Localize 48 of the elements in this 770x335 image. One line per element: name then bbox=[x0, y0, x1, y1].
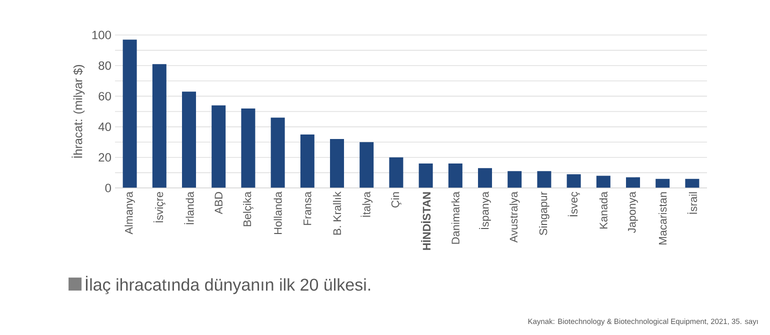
x-tick-label: Fransa bbox=[304, 192, 312, 225]
x-tick-label: Hollanda bbox=[274, 192, 282, 234]
x-tick-label: B. Krallık bbox=[332, 192, 342, 235]
bar bbox=[241, 108, 256, 188]
x-tick-label: ABD bbox=[214, 192, 222, 214]
y-tick-label: 80 bbox=[98, 61, 112, 70]
x-tick-label: HİNDİSTAN bbox=[421, 192, 431, 250]
x-tick-label: İsviçre bbox=[153, 192, 166, 222]
x-tick-label: İsrail bbox=[687, 192, 698, 214]
bar bbox=[566, 174, 581, 188]
x-tick-label: Danimarka bbox=[451, 192, 460, 244]
bar bbox=[330, 139, 344, 188]
y-tick-label: 100 bbox=[92, 30, 112, 40]
text: İlaç ihracatında dünyanın ilk 20 ülkesi. bbox=[86, 276, 370, 294]
bar bbox=[448, 164, 462, 188]
x-tick-label: Singapur bbox=[539, 192, 550, 236]
bar bbox=[508, 171, 522, 188]
bar bbox=[626, 177, 640, 188]
bar bbox=[270, 118, 285, 188]
x-tick-label: Macaristan bbox=[658, 192, 667, 244]
y-axis-title: İhracat: (milyar $) bbox=[72, 65, 85, 158]
x-tick-label: İspanya bbox=[479, 192, 491, 230]
x-tick-label: Çin bbox=[391, 192, 402, 208]
bar bbox=[300, 134, 314, 188]
bar bbox=[685, 178, 700, 188]
x-tick-label: Belçika bbox=[243, 192, 254, 226]
bar bbox=[389, 157, 404, 188]
bar bbox=[478, 168, 492, 188]
x-tick-label: İrlanda bbox=[184, 192, 194, 224]
bar bbox=[596, 176, 610, 188]
bar bbox=[418, 164, 433, 188]
bar bbox=[656, 178, 670, 188]
x-tick-label: İtalya bbox=[360, 192, 373, 217]
bar bbox=[360, 142, 374, 188]
bar bbox=[122, 40, 137, 188]
x-tick-label: Kanada bbox=[599, 192, 608, 229]
x-tick-label: Avustralya bbox=[509, 192, 520, 243]
y-tick-label: 60 bbox=[98, 92, 112, 100]
y-tick-label: 20 bbox=[98, 153, 112, 162]
x-tick-label: Almanya bbox=[124, 192, 135, 234]
y-tick-label: 0 bbox=[105, 184, 112, 192]
bar bbox=[182, 92, 196, 188]
x-tick-label: Japonya bbox=[628, 192, 638, 233]
x-tick-label: İsveç bbox=[568, 192, 580, 216]
bar bbox=[152, 64, 166, 188]
bar bbox=[212, 105, 226, 188]
y-tick-label: 40 bbox=[98, 122, 112, 132]
bar bbox=[537, 171, 552, 188]
